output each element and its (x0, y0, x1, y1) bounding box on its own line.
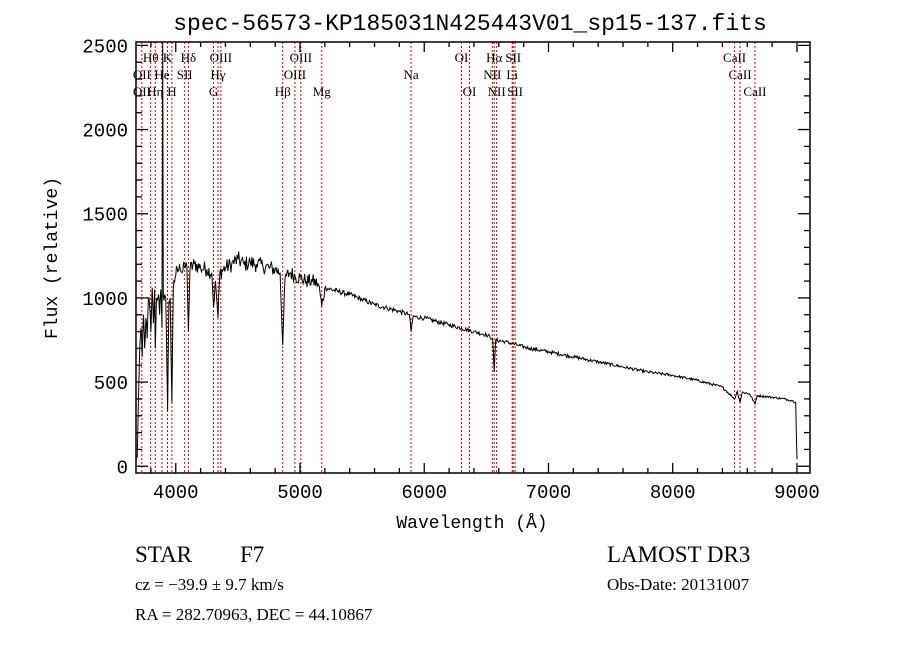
spectrum-series (136, 41, 798, 460)
y-tick-label: 0 (117, 457, 128, 479)
line-label: Hδ (181, 50, 197, 65)
chart-title: spec-56573-KP185031N425443V01_sp15-137.f… (173, 11, 767, 37)
y-tick-label: 1000 (82, 289, 128, 311)
line-label: Hγ (210, 67, 225, 82)
line-label: Li (506, 67, 518, 82)
line-label: OIII (210, 50, 232, 65)
line-label: CaII (743, 84, 766, 99)
axes: 4000 5000 6000 7000 8000 9000 0 500 1000 1500 2000… (82, 36, 819, 504)
line-label: OI (463, 84, 477, 99)
line-label: OIII (290, 50, 312, 65)
y-tick-label: 500 (94, 373, 128, 395)
y-tick-label: 2500 (82, 36, 128, 58)
x-axis-label: Wavelength (Å) (396, 513, 547, 534)
object-class: STAR (135, 542, 193, 567)
x-tick-label: 9000 (774, 482, 820, 504)
line-label: Mg (313, 84, 332, 99)
line-label: Na (403, 67, 418, 82)
x-tick-label: 8000 (650, 482, 696, 504)
line-label: Hβ (275, 84, 291, 99)
line-label: Hθ (143, 50, 159, 65)
survey-name: LAMOST DR3 (607, 542, 750, 567)
line-label: Hη (147, 84, 163, 99)
line-label: He (154, 67, 169, 82)
line-label: SII (507, 84, 523, 99)
y-tick-label: 2000 (82, 121, 128, 143)
line-label: OII (133, 67, 151, 82)
line-label: CaII (728, 67, 751, 82)
x-tick-label: 6000 (401, 482, 447, 504)
x-tick-label: 7000 (526, 482, 572, 504)
line-label: CaII (723, 50, 746, 65)
y-axis-label: Flux (relative) (43, 177, 63, 339)
line-label: SII (177, 67, 193, 82)
line-markers (141, 42, 756, 473)
line-label: K (163, 50, 173, 65)
line-label: OIII (284, 67, 306, 82)
plot-frame (135, 41, 811, 474)
redshift-velocity: cz = −39.9 ± 9.7 km/s (135, 575, 284, 594)
y-tick-label: 1500 (82, 205, 128, 227)
line-label: NII (488, 84, 506, 99)
line-label: H (167, 84, 176, 99)
line-label: NII (483, 67, 501, 82)
line-label: Hα (486, 50, 502, 65)
x-tick-label: 4000 (153, 482, 199, 504)
object-subclass: F7 (240, 542, 264, 567)
line-label: OI (455, 50, 469, 65)
spectrum-line (136, 41, 798, 460)
line-label: G (209, 84, 218, 99)
x-tick-label: 5000 (277, 482, 323, 504)
line-label: SII (505, 50, 521, 65)
coordinates: RA = 282.70963, DEC = 44.10867 (135, 605, 373, 624)
observation-date: Obs-Date: 20131007 (607, 575, 750, 594)
